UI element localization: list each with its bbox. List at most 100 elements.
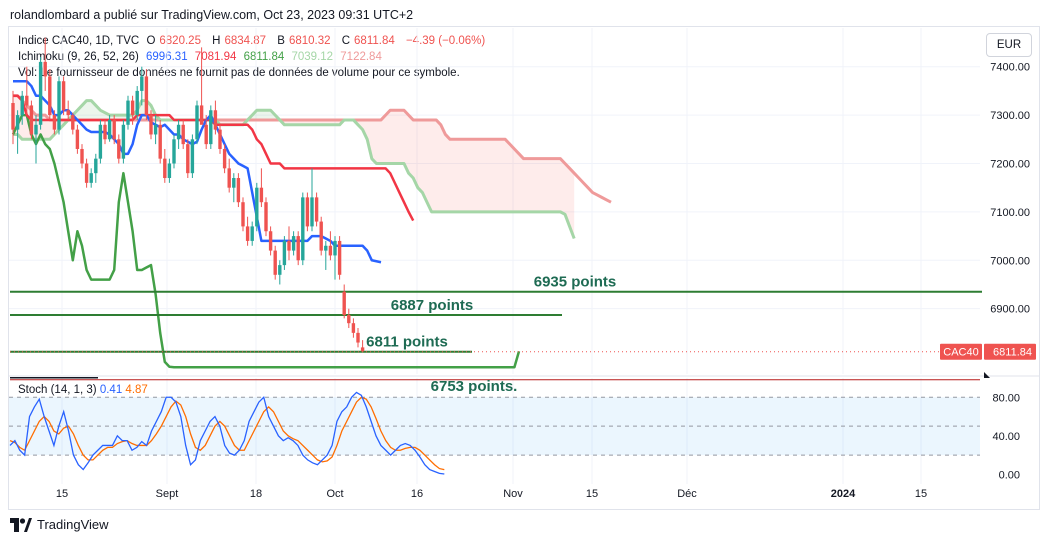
price-axis-label: 7000.00 [990,255,1030,267]
kumo-cloud-segment [514,148,519,212]
candle-body [140,76,144,91]
annotation-label: 6811 points [366,334,448,351]
kumo-cloud-segment [482,139,487,212]
kumo-cloud-segment [256,110,262,120]
candle-body [296,236,300,261]
kumo-cloud-segment [551,158,556,212]
ichimoku-kijun-value: 7081.94 [194,51,237,63]
tradingview-footer[interactable]: TradingView [10,517,109,532]
kumo-cloud-segment [422,119,427,203]
annotation-label: 6935 points [534,274,617,291]
price-tag-value: 6811.84 [993,347,1032,359]
kumo-cloud-segment [86,100,92,120]
scale-arrow-icon [984,372,990,378]
candle-body [310,197,314,227]
kumo-cloud-segment [523,158,529,212]
candle-body [259,187,264,203]
candle-body [264,202,268,232]
candle-body [291,236,296,251]
candle-body [15,115,20,130]
candle-body [245,226,250,241]
kumo-cloud-segment [500,139,506,212]
candle-body [305,197,310,227]
price-axis-label: 7200.00 [990,158,1030,170]
price-tag-symbol-box [940,343,982,360]
candle-body [342,291,346,315]
candle-body [176,124,181,140]
footer-brand: TradingView [37,517,109,532]
kumo-cloud-segment [266,110,271,120]
kumo-cloud-segment [468,139,473,212]
candle-body [255,187,259,227]
candle-body [301,197,305,261]
candle-body [199,105,204,125]
ohlc-low-label: B [277,35,285,47]
candle-body [227,168,231,188]
ichimoku-chikou-value: 6811.84 [243,51,285,63]
stoch-k-value: 0.41 [99,384,123,396]
candle-body [61,81,66,111]
candle-body [250,226,254,241]
kumo-cloud-segment [427,119,432,212]
ichimoku-legend[interactable]: Ichimoku (9, 26, 52, 26) 6996.31 7081.94… [18,51,386,63]
kumo-cloud-segment [385,110,391,164]
kumo-cloud-segment [450,139,455,212]
candle-body [163,158,167,179]
candle-body [328,245,333,256]
candle-body [103,124,107,140]
kumo-cloud-segment [394,110,400,164]
kumo-cloud-segment [261,110,266,120]
kumo-cloud-segment [532,158,538,212]
candle-body [38,61,43,125]
kumo-cloud-segment [486,139,492,212]
symbol-legend[interactable]: Indice CAC40, 1D, TVC O 6820.25 H 6834.87 … [18,35,489,47]
candle-body [167,163,172,179]
candle-body [232,178,236,188]
candle-body [94,158,98,174]
candle-body [213,110,218,130]
kumo-cloud-segment [440,124,446,212]
price-tag-symbol: CAC40 [943,347,978,359]
candle-body [121,124,126,159]
candle-body [84,163,89,183]
candle-body [52,115,57,130]
kumo-cloud-segment [477,139,483,212]
stoch-label: Stoch (14, 1, 3) [18,384,97,396]
candle-body [89,173,93,183]
time-axis-label: 18 [250,488,262,500]
currency-button[interactable]: EUR [986,33,1032,57]
ohlc-low-value: 6810.32 [288,35,331,47]
ichimoku-spanb-value: 7122.84 [340,51,382,63]
stoch-k-line [9,391,445,475]
ichimoku-label: Ichimoku (9, 26, 52, 26) [18,51,139,63]
time-axis-label: 2024 [831,488,856,500]
kumo-cloud-segment [376,119,381,164]
kumo-cloud-segment [565,163,570,227]
kumo-cloud-segment [528,158,533,212]
candle-body [356,332,360,343]
kumo-cloud-segment [436,119,441,212]
stoch-legend[interactable]: Stoch (14, 1, 3) 0.41 4.87 [18,384,148,396]
time-axis-label: Nov [503,488,523,500]
candle-body [209,110,213,145]
ohlc-high-label: H [212,35,221,47]
kumo-cloud-segment [413,119,418,188]
ohlc-low: B 6810.32 [277,35,334,47]
candle-body [186,144,190,174]
change-value: −4.39 (−0.06%) [405,35,486,47]
candle-body [34,124,38,135]
candle-body [25,95,29,106]
volume-legend: Vol: Le fournisseur de données ne fourni… [18,67,460,79]
kumo-cloud-segment [555,158,561,212]
candle-body [282,240,287,266]
candle-body [360,347,365,352]
kumo-cloud-segment [505,139,510,212]
candle-body [319,221,323,251]
candle-body [172,139,176,164]
candle-body [57,81,61,130]
candle-body [153,124,158,135]
kumo-cloud-segment [496,139,501,212]
kumo-cloud-segment [381,115,386,164]
candle-body [112,119,116,140]
